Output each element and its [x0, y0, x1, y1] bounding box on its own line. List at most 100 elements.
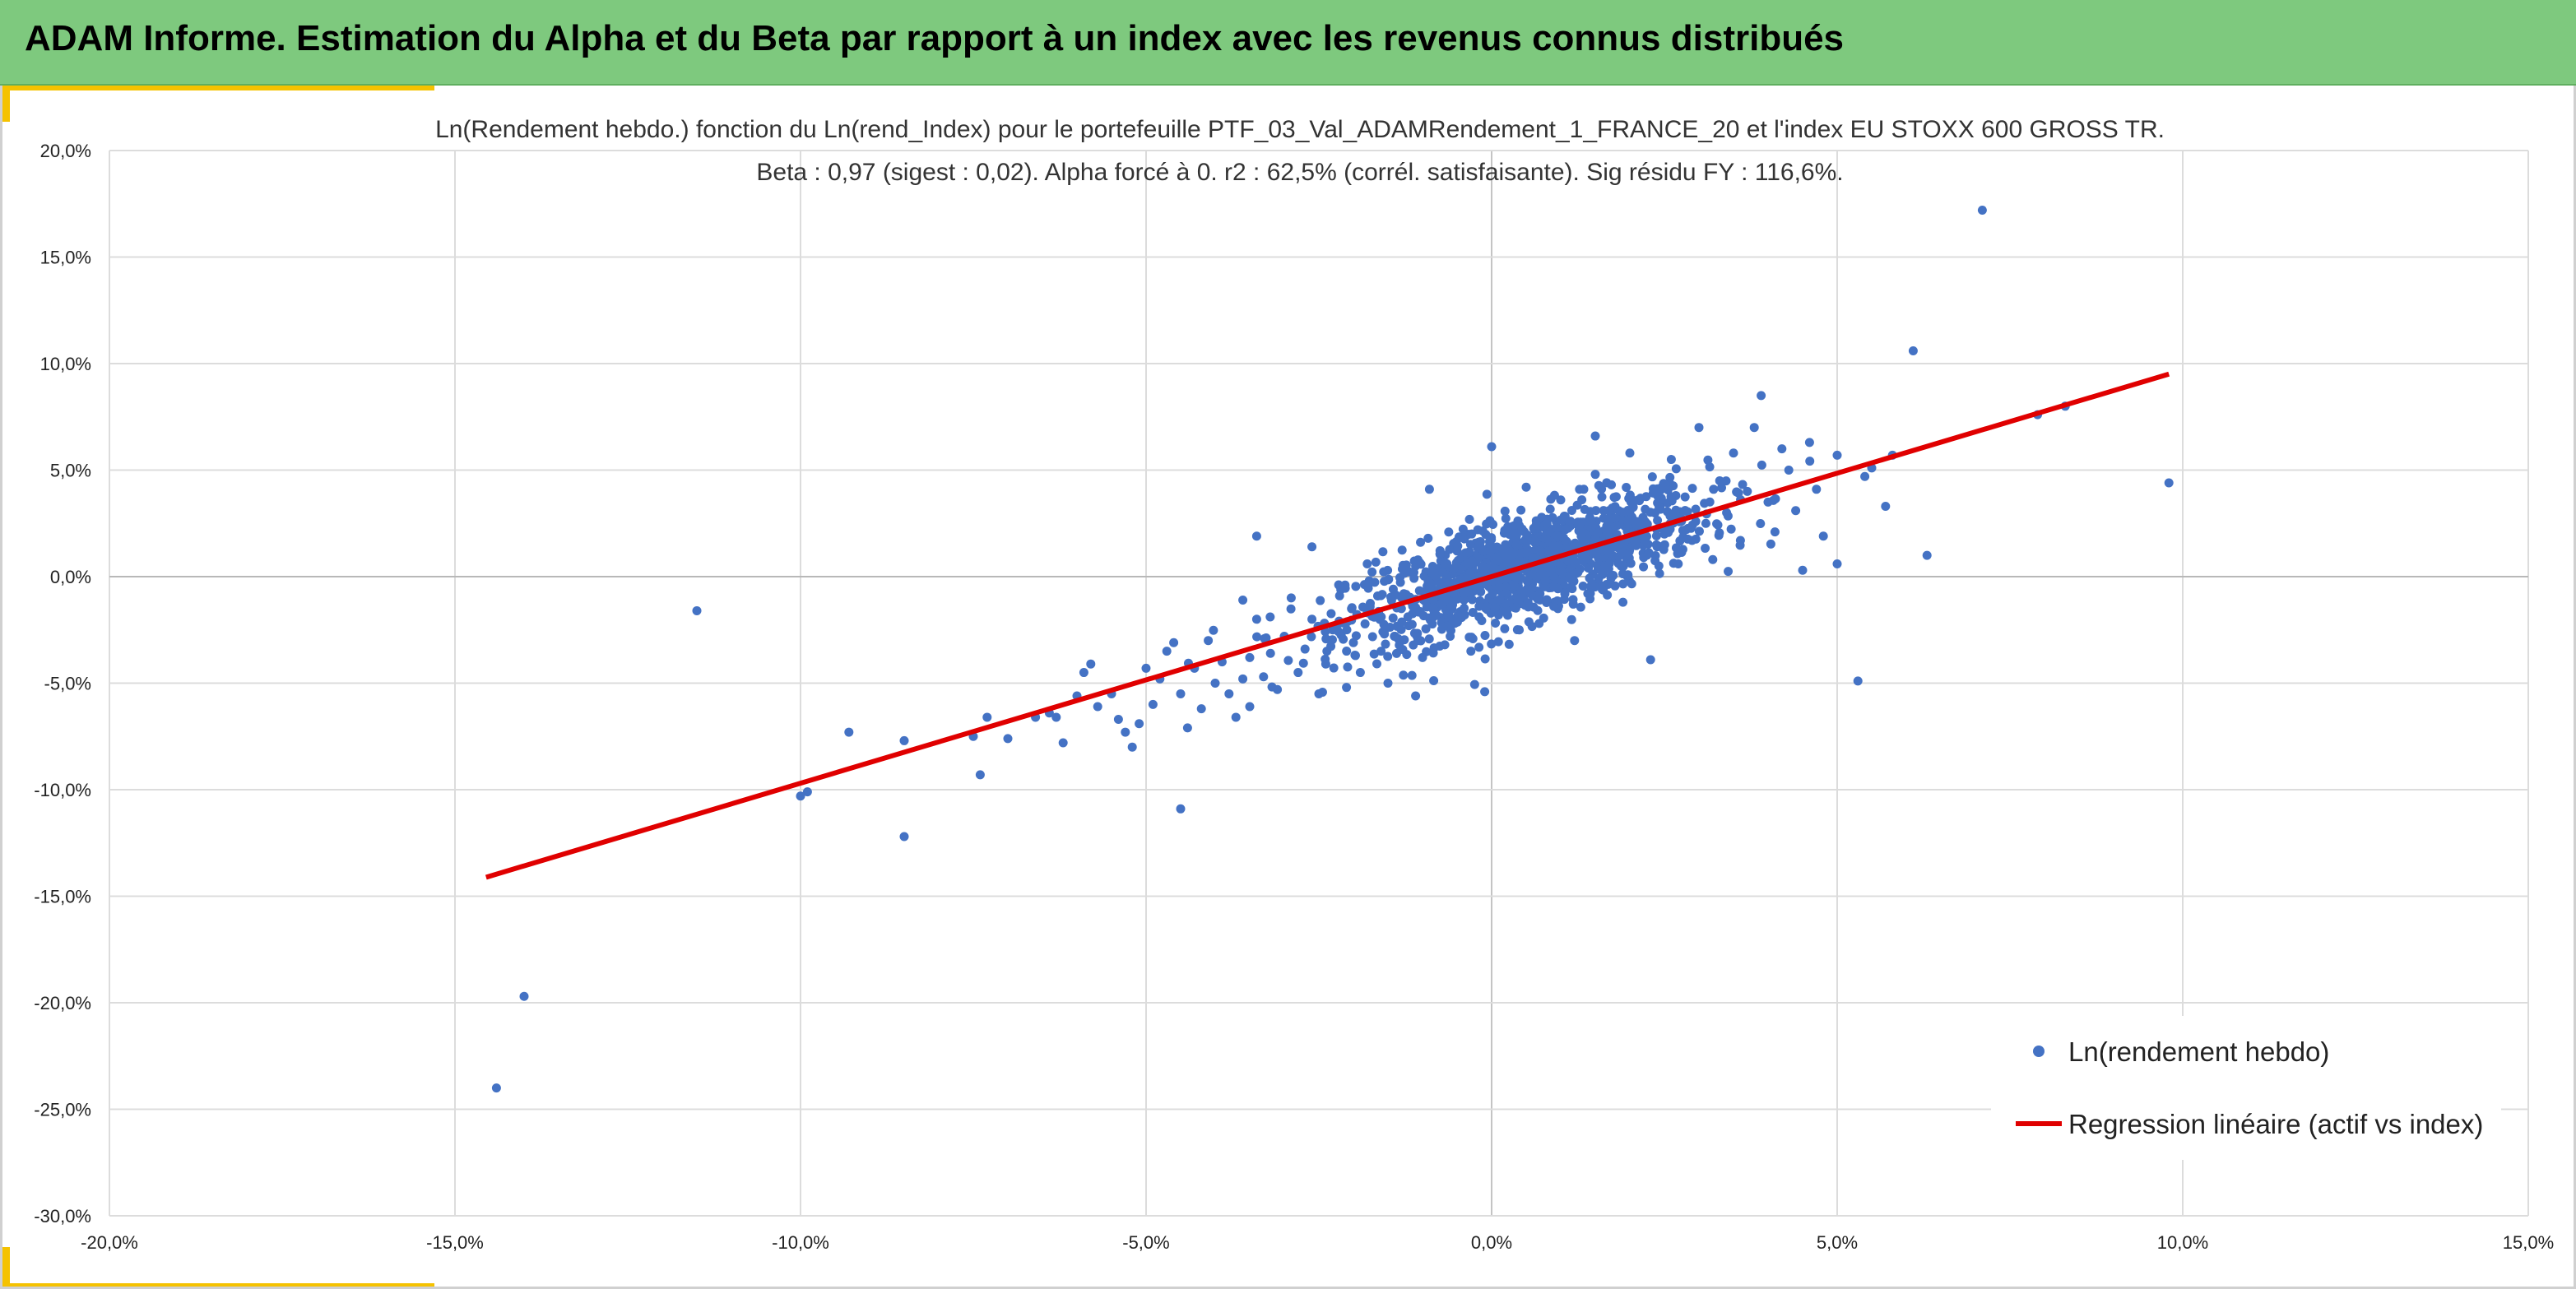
- data-point: [1474, 642, 1484, 652]
- data-point: [1231, 712, 1241, 722]
- data-point: [1922, 550, 1932, 560]
- data-point: [1326, 609, 1336, 619]
- data-point: [1647, 472, 1657, 482]
- data-point: [1476, 587, 1486, 596]
- data-point: [1307, 614, 1317, 624]
- data-point: [1860, 471, 1870, 481]
- data-point: [1411, 603, 1421, 613]
- data-point: [1908, 345, 1918, 355]
- data-point: [1300, 644, 1310, 654]
- data-point: [1329, 663, 1339, 673]
- gridlines: [109, 150, 2529, 1217]
- data-point: [1383, 651, 1393, 661]
- data-point: [1493, 637, 1503, 647]
- legend-marker-scatter: [2033, 1046, 2045, 1057]
- data-point: [1651, 540, 1661, 549]
- data-point: [1680, 492, 1690, 502]
- data-point: [1251, 531, 1261, 541]
- data-point: [1259, 672, 1269, 682]
- data-point: [1252, 632, 1262, 642]
- data-point: [1585, 588, 1595, 598]
- data-point: [1376, 647, 1386, 656]
- data-point: [1523, 536, 1533, 546]
- data-point: [1549, 601, 1559, 611]
- data-point: [1395, 573, 1405, 582]
- data-point: [1535, 546, 1545, 556]
- data-point: [1481, 603, 1491, 613]
- regression-line: [485, 371, 2170, 880]
- data-point: [1511, 530, 1521, 540]
- data-point: [899, 832, 909, 842]
- data-point: [1517, 524, 1527, 534]
- data-point: [1343, 662, 1353, 672]
- data-point: [1499, 528, 1509, 538]
- data-point: [1665, 472, 1675, 482]
- x-tick-label: 5,0%: [1817, 1232, 1858, 1253]
- data-point: [1113, 715, 1123, 725]
- data-point: [1671, 505, 1681, 515]
- data-point: [1597, 484, 1607, 494]
- x-tick-label: 0,0%: [1471, 1232, 1512, 1253]
- data-point: [1351, 631, 1361, 641]
- data-point: [1355, 668, 1365, 678]
- data-point: [1418, 652, 1427, 662]
- data-point: [1604, 514, 1614, 524]
- data-point: [1738, 480, 1748, 489]
- data-point: [1273, 684, 1283, 694]
- data-point: [1687, 536, 1697, 545]
- data-point: [1557, 568, 1567, 577]
- data-point: [1449, 563, 1459, 573]
- y-tick-label: -10,0%: [34, 780, 91, 800]
- data-point: [1162, 647, 1172, 656]
- data-point: [1516, 505, 1526, 515]
- data-point: [1425, 582, 1435, 591]
- data-point: [1348, 638, 1358, 647]
- data-point: [692, 605, 702, 615]
- data-point: [1487, 545, 1497, 554]
- data-point: [1716, 483, 1726, 493]
- data-point: [1531, 519, 1541, 529]
- data-point: [1286, 604, 1296, 614]
- data-point: [1347, 603, 1357, 613]
- data-point: [1714, 531, 1724, 540]
- data-point: [1334, 591, 1344, 600]
- data-point: [1659, 479, 1669, 489]
- data-point: [1148, 699, 1158, 709]
- data-point: [1424, 485, 1434, 494]
- data-point: [1560, 589, 1570, 599]
- data-point: [1631, 536, 1641, 546]
- data-point: [1379, 619, 1389, 629]
- data-point: [1500, 506, 1510, 516]
- data-point: [1182, 723, 1192, 733]
- data-point: [1378, 627, 1388, 637]
- data-point: [1642, 519, 1652, 529]
- data-point: [1485, 516, 1495, 526]
- y-tick-label: -30,0%: [34, 1206, 91, 1226]
- data-point: [1480, 654, 1490, 664]
- data-point: [1579, 485, 1589, 494]
- data-point: [1502, 606, 1511, 616]
- data-point: [1407, 670, 1417, 680]
- data-point: [1556, 515, 1566, 525]
- data-point: [1604, 559, 1614, 568]
- data-point: [1169, 638, 1179, 647]
- data-point: [1597, 492, 1607, 502]
- data-point: [1321, 634, 1331, 644]
- data-point: [1568, 555, 1578, 565]
- data-point: [1293, 668, 1303, 678]
- data-point: [1474, 540, 1484, 550]
- data-point: [1460, 534, 1469, 544]
- data-point: [1673, 559, 1683, 568]
- x-tick-label: -10,0%: [772, 1232, 829, 1253]
- data-point: [1350, 650, 1360, 660]
- data-point: [1501, 540, 1511, 549]
- data-point: [1659, 545, 1669, 554]
- data-point: [1388, 584, 1398, 594]
- data-point: [1763, 497, 1773, 507]
- data-point: [1340, 583, 1350, 593]
- data-point: [1473, 525, 1483, 535]
- data-point: [1675, 536, 1685, 546]
- data-point: [1446, 632, 1455, 642]
- data-point: [1404, 621, 1413, 631]
- data-point: [1480, 563, 1490, 573]
